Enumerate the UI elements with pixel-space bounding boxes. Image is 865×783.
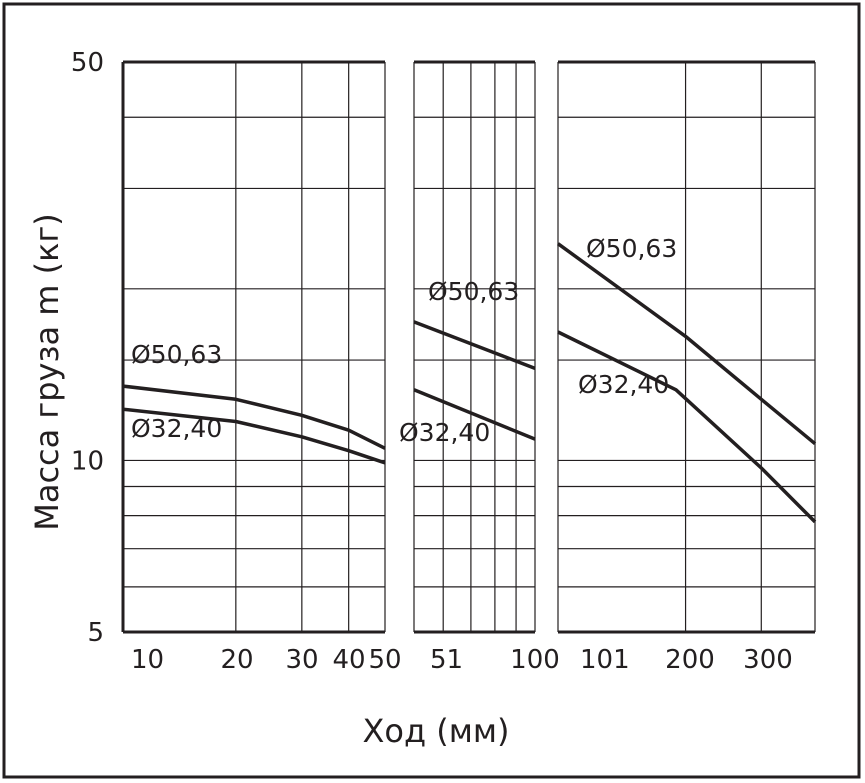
series-label: Ø32,40	[578, 370, 669, 399]
series-line-d32-40	[122, 407, 386, 465]
series-line-d32-40	[413, 388, 536, 441]
x-tick-label: 20	[220, 645, 253, 675]
x-tick-label: 300	[743, 645, 793, 675]
series-line-d50-63	[413, 320, 536, 371]
x-tick-label: 50	[368, 645, 401, 675]
series-label: Ø32,40	[399, 418, 490, 447]
series-label: Ø50,63	[131, 340, 222, 369]
x-tick-label: 100	[510, 645, 560, 675]
x-tick-label: 51	[430, 645, 463, 675]
y-axis-label: Масса груза m (кг)	[28, 213, 66, 531]
x-tick-label: 10	[131, 645, 164, 675]
x-axis-label: Ход (мм)	[362, 712, 509, 750]
series-label: Ø50,63	[428, 277, 519, 306]
x-tick-label: 200	[665, 645, 715, 675]
series-line-d32-40	[557, 330, 817, 524]
series-line-d50-63	[556, 242, 817, 446]
x-tick-label: 101	[580, 645, 630, 675]
x-tick-label: 40	[332, 645, 365, 675]
series-label: Ø50,63	[586, 234, 677, 263]
y-tick-label: 50	[71, 48, 104, 78]
y-tick-label: 5	[87, 618, 104, 648]
y-tick-label: 10	[71, 446, 104, 476]
series-line-d50-63	[122, 384, 386, 450]
x-tick-label: 30	[285, 645, 318, 675]
series-label: Ø32,40	[131, 414, 222, 443]
